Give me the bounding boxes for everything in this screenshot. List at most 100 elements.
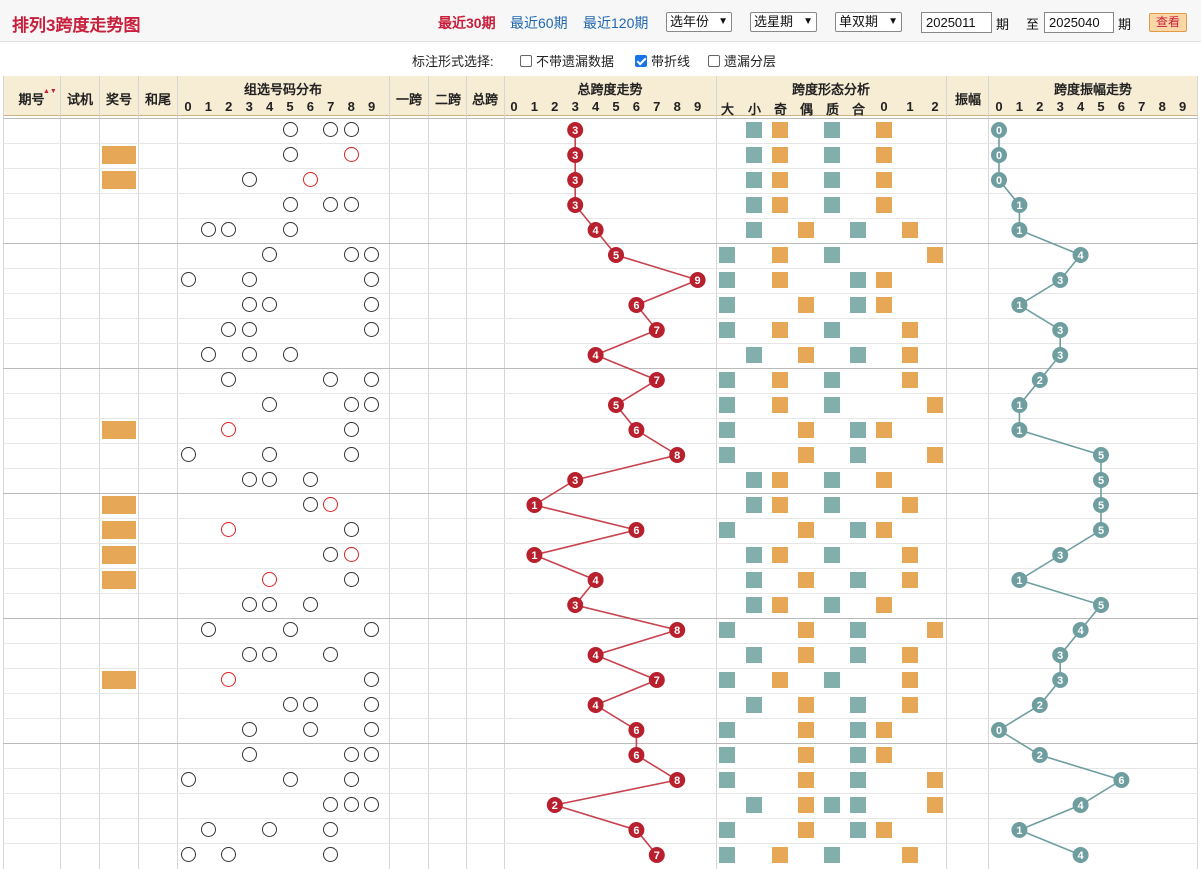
from-period-input[interactable]: 2025011 bbox=[921, 12, 992, 33]
span-ball bbox=[587, 572, 604, 588]
prize-cell bbox=[102, 571, 136, 589]
option-layered[interactable]: 遗漏分层 bbox=[708, 51, 776, 70]
drawn-digit bbox=[343, 747, 359, 762]
amp-ball-label: 5 bbox=[1098, 450, 1104, 462]
header-amplitude: 振幅 bbox=[954, 92, 981, 107]
recent-60-link[interactable]: 最近60期 bbox=[510, 15, 568, 31]
drawn-digit bbox=[323, 797, 339, 812]
shape-cell bbox=[876, 122, 892, 138]
row-divider bbox=[3, 168, 1198, 169]
shape-tag bbox=[824, 497, 840, 513]
shape-cell bbox=[902, 347, 918, 363]
drawn-digit bbox=[200, 622, 216, 637]
drawn-digit bbox=[221, 847, 237, 862]
digit-header: 8 bbox=[1158, 99, 1166, 114]
shape-cell bbox=[902, 697, 918, 713]
shape-tag bbox=[850, 347, 866, 363]
header-shape-analysis: 跨度形态分析 bbox=[791, 82, 870, 97]
shape-tag bbox=[850, 747, 866, 763]
amp-ball-label: 0 bbox=[996, 175, 1002, 187]
drawn-digit bbox=[180, 272, 196, 287]
drawn-digit bbox=[364, 797, 380, 812]
view-button[interactable]: 查看 bbox=[1149, 13, 1187, 32]
option-label: 带折线 bbox=[651, 54, 691, 69]
digit-header: 7 bbox=[1138, 99, 1146, 114]
amp-ball-label: 3 bbox=[1057, 350, 1063, 362]
amp-ball-label: 6 bbox=[1118, 775, 1124, 787]
column-divider bbox=[177, 76, 178, 869]
span-ball bbox=[648, 322, 665, 338]
year-select[interactable]: 选年份 ▼ bbox=[666, 12, 732, 32]
shape-cell bbox=[927, 397, 943, 413]
checkbox-icon[interactable] bbox=[520, 55, 532, 67]
span-ball bbox=[587, 222, 604, 238]
span-ball bbox=[567, 597, 584, 613]
digit-header: 0 bbox=[184, 99, 192, 114]
row-divider bbox=[3, 418, 1198, 419]
shape-cell bbox=[876, 822, 892, 838]
digit-header: 5 bbox=[286, 99, 294, 114]
option-label: 遗漏分层 bbox=[724, 54, 777, 69]
span-ball-label: 1 bbox=[531, 550, 537, 562]
drawn-digit bbox=[262, 597, 278, 612]
header-sum-tail: 和尾 bbox=[144, 92, 171, 107]
shape-tag bbox=[798, 622, 814, 638]
shape-cell bbox=[876, 197, 892, 213]
amp-trend-line bbox=[997, 130, 1124, 856]
amp-ball-label: 1 bbox=[1016, 225, 1022, 237]
shape-tag bbox=[850, 822, 866, 838]
digit-header: 2 bbox=[1036, 99, 1044, 114]
shape-cell bbox=[902, 497, 918, 513]
shape-tag bbox=[772, 472, 788, 488]
shape-cell bbox=[876, 597, 892, 613]
span-ball bbox=[587, 647, 604, 663]
row-divider bbox=[3, 518, 1198, 519]
chevron-down-icon: ▼ bbox=[803, 16, 813, 27]
checkbox-icon[interactable] bbox=[708, 55, 720, 67]
span-ball bbox=[587, 347, 604, 363]
amp-ball bbox=[1052, 272, 1069, 288]
amp-ball bbox=[991, 722, 1007, 738]
span-ball-label: 7 bbox=[654, 850, 660, 862]
weekday-select[interactable]: 选星期 ▼ bbox=[750, 12, 817, 32]
shape-tag bbox=[798, 772, 814, 788]
span-ball-label: 4 bbox=[593, 575, 600, 587]
amp-ball bbox=[1031, 372, 1048, 388]
drawn-digit bbox=[323, 197, 339, 212]
recent-120-link[interactable]: 最近120期 bbox=[583, 15, 649, 31]
amp-ball bbox=[991, 122, 1007, 138]
shape-header: 大 bbox=[721, 102, 735, 117]
shape-cell bbox=[876, 747, 892, 763]
amp-ball-label: 0 bbox=[996, 125, 1002, 137]
span-ball-label: 4 bbox=[593, 350, 600, 362]
row-divider bbox=[3, 793, 1198, 794]
row-divider bbox=[3, 568, 1198, 569]
shape-tag bbox=[772, 372, 788, 388]
row-divider bbox=[3, 193, 1198, 194]
checkbox-checked-icon[interactable] bbox=[635, 55, 647, 67]
amp-ball-label: 0 bbox=[996, 150, 1002, 162]
span-ball bbox=[546, 797, 563, 813]
amp-ball bbox=[1072, 622, 1089, 638]
drawn-digit bbox=[343, 197, 359, 212]
shape-tag bbox=[850, 772, 866, 788]
span-ball bbox=[567, 472, 584, 488]
shape-header: 0 bbox=[880, 99, 888, 114]
option-no-missing[interactable]: 不带遗漏数据 bbox=[520, 51, 614, 70]
column-divider bbox=[60, 76, 61, 869]
drawn-digit bbox=[302, 722, 318, 737]
shape-cell bbox=[876, 722, 892, 738]
to-period-input[interactable]: 2025040 bbox=[1044, 12, 1114, 33]
drawn-digit bbox=[221, 672, 237, 687]
shape-tag bbox=[746, 647, 762, 663]
amp-ball-label: 2 bbox=[1037, 750, 1043, 762]
recent-30-link[interactable]: 最近30期 bbox=[438, 15, 496, 31]
span-ball-label: 4 bbox=[593, 700, 600, 712]
shape-tag bbox=[850, 447, 866, 463]
option-polyline[interactable]: 带折线 bbox=[635, 51, 690, 70]
shape-tag bbox=[850, 697, 866, 713]
span-ball-label: 8 bbox=[674, 625, 680, 637]
odd-even-select[interactable]: 单双期 ▼ bbox=[835, 12, 902, 32]
